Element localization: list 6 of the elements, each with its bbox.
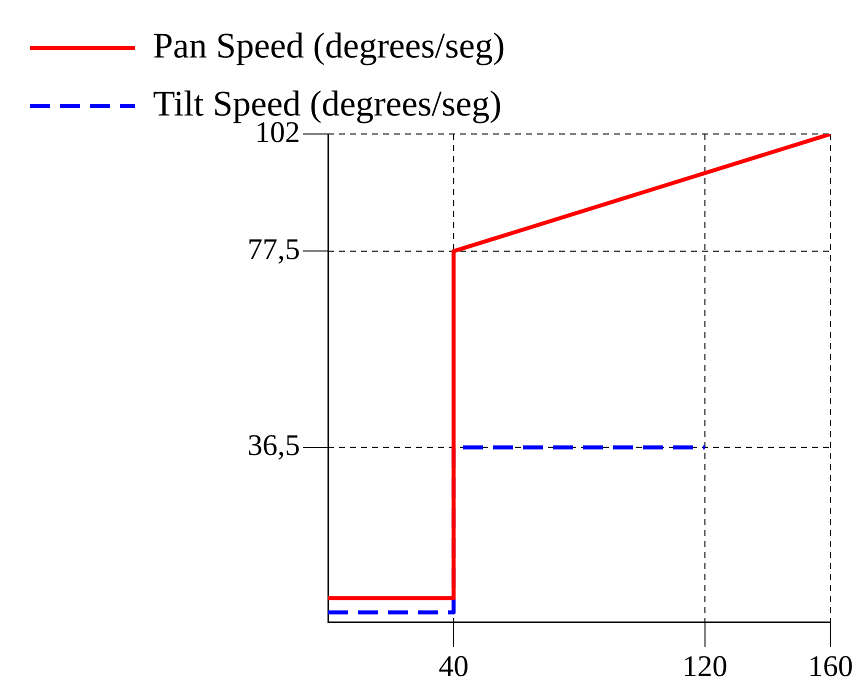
legend-label: Pan Speed (degrees/seg): [153, 25, 505, 66]
x-tick-label: 40: [438, 650, 469, 683]
y-tick-label: 77,5: [248, 233, 300, 266]
y-tick-label: 36,5: [248, 429, 300, 462]
x-tick-label: 160: [808, 650, 853, 683]
x-tick-label: 120: [682, 650, 728, 683]
